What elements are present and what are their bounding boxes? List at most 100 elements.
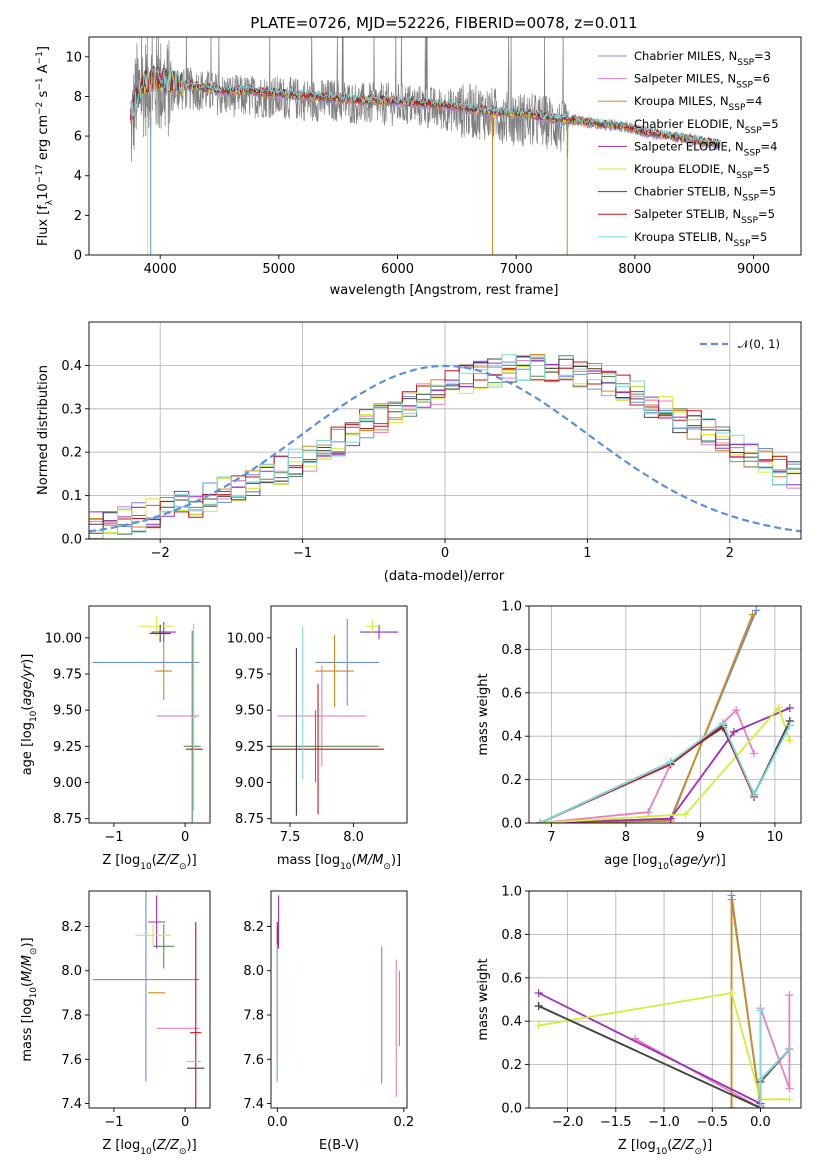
x-tick-label: −1 <box>293 546 312 561</box>
x-axis-label: wavelength [Angstrom, rest frame] <box>330 283 559 298</box>
weight-series-2 <box>540 614 754 823</box>
weight-marker <box>785 991 794 1000</box>
y-tick-label: 9.50 <box>235 704 264 719</box>
x-tick-label: 1 <box>583 546 591 561</box>
weight-marker <box>785 703 794 712</box>
x-tick-label: 7000 <box>500 262 533 277</box>
y-tick-label: 4 <box>74 169 82 184</box>
weight-vs-age-axes-marks <box>536 606 794 823</box>
mass-vs-z-axes-marks <box>92 891 205 1108</box>
histogram-axes: −2 −1 0 1 2 0.0 0.1 0.2 0.3 0.4 <box>61 321 802 561</box>
y-tick-label: 8.0 <box>61 964 82 979</box>
y-tick-label: 9.75 <box>235 667 264 682</box>
y-tick-label: 0.3 <box>61 402 82 417</box>
x-tick-label: 8.0 <box>343 830 364 845</box>
y-tick-label: 7.6 <box>243 1053 264 1068</box>
x-axis-label: Z [log10(Z/Z⊙)] <box>618 1138 712 1157</box>
x-tick-label: 10 <box>767 830 784 845</box>
data-spectrum <box>130 37 569 163</box>
spectrum-axes-marks <box>130 37 721 255</box>
y-tick-label: 9.00 <box>235 776 264 791</box>
weight-marker <box>750 790 759 799</box>
weight-marker <box>534 988 543 997</box>
y-tick-label: 0.4 <box>501 1015 522 1030</box>
mass-vs-ebv-axes: 0.0 0.2 7.4 7.6 7.8 8.0 8.2 <box>243 890 414 1130</box>
y-tick-label: 0.6 <box>501 686 522 701</box>
y-tick-label: 0.2 <box>61 446 82 461</box>
weight-marker <box>750 749 759 758</box>
x-tick-label: −1.5 <box>600 1115 632 1130</box>
x-tick-label: −1 <box>104 830 123 845</box>
weight-marker <box>756 1104 765 1108</box>
chart-title: PLATE=0726, MJD=52226, FIBERID=0078, z=0… <box>250 14 637 32</box>
y-tick-label: 1.0 <box>501 885 522 900</box>
y-tick-label: 1.0 <box>501 600 522 615</box>
weight-series-5 <box>540 706 791 823</box>
weight-marker <box>756 1006 765 1015</box>
x-tick-label: −0.5 <box>696 1115 728 1130</box>
x-axis-label: E(B-V) <box>319 1138 359 1153</box>
weight-series-0 <box>540 609 758 823</box>
weight-vs-z-axes-marks <box>534 891 794 1108</box>
axes-frame <box>88 36 802 256</box>
weight-marker <box>785 1084 794 1093</box>
x-axis-label: mass [log10(M/M⊙)] <box>277 853 401 872</box>
weight-marker <box>536 819 545 823</box>
weight-marker <box>644 808 653 817</box>
x-tick-label: −2.0 <box>552 1115 584 1130</box>
axes-frame <box>528 890 802 1109</box>
y-tick-label: 9.00 <box>53 776 82 791</box>
x-tick-label: 0 <box>441 546 449 561</box>
x-tick-label: −1 <box>104 1115 123 1130</box>
weight-marker <box>785 721 794 730</box>
weight-marker <box>727 988 736 997</box>
spectrum-axes: 4000 5000 6000 7000 8000 9000 0 2 4 6 8 10 <box>65 36 802 277</box>
y-tick-label: 8.75 <box>235 812 264 827</box>
weight-marker <box>785 736 794 745</box>
x-tick-label: 2 <box>726 546 734 561</box>
weight-marker <box>534 1002 543 1011</box>
y-tick-label: 8.75 <box>53 812 82 827</box>
weight-series-4 <box>540 707 791 823</box>
x-tick-label: 6000 <box>381 262 414 277</box>
legend-label: Chabrier STELIB, NSSP=5 <box>634 185 776 204</box>
y-tick-label: 0.8 <box>501 928 522 943</box>
x-tick-label: 0.0 <box>267 1115 288 1130</box>
x-axis-label: Z [log10(Z/Z⊙)] <box>102 1138 196 1157</box>
x-tick-label: 9 <box>696 830 704 845</box>
x-tick-label: −2 <box>151 546 170 561</box>
age-vs-mass-axes-marks <box>271 619 399 816</box>
age-vs-z-axes-marks <box>92 616 203 823</box>
y-tick-label: 7.4 <box>61 1097 82 1112</box>
axes-frame <box>528 605 802 824</box>
y-tick-label: 0.4 <box>61 359 82 374</box>
y-tick-label: 9.25 <box>235 740 264 755</box>
x-tick-label: 0.0 <box>750 1115 771 1130</box>
y-axis-label: mass weight <box>476 673 491 755</box>
y-tick-label: 8.2 <box>61 920 82 935</box>
x-tick-label: 7.5 <box>280 830 301 845</box>
age-vs-z-axes: −1 0 8.75 9.00 9.25 9.50 9.75 10.00 <box>45 605 211 845</box>
weight-marker <box>785 1095 794 1104</box>
y-tick-label: 7.8 <box>243 1009 264 1024</box>
y-tick-label: 0.1 <box>61 489 82 504</box>
mass-vs-z-axes: −1 0 7.4 7.6 7.8 8.0 8.2 <box>61 890 211 1130</box>
weight-vs-z-axes: −2.0 −1.5 −1.0 −0.5 0.0 0.0 0.2 0.4 0.6 0.8 1.0 <box>501 885 802 1130</box>
axes-frame <box>270 605 408 824</box>
weight-vs-age-axes: 7 8 9 10 0.0 0.2 0.4 0.6 0.8 1.0 <box>501 600 802 845</box>
weight-marker <box>666 758 675 767</box>
weight-series-2 <box>730 899 762 1108</box>
x-tick-label: 8000 <box>618 262 651 277</box>
x-tick-label: 0 <box>181 1115 189 1130</box>
y-tick-label: 7.4 <box>243 1097 264 1112</box>
y-tick-label: 9.25 <box>53 740 82 755</box>
y-tick-label: 7.8 <box>61 1009 82 1024</box>
y-tick-label: 10 <box>65 50 82 65</box>
mass-vs-ebv-axes-marks <box>276 895 400 1097</box>
y-tick-label: 6 <box>74 130 82 145</box>
x-tick-label: 0.2 <box>393 1115 414 1130</box>
x-axis-label: age [log10(age/yr)] <box>604 853 726 872</box>
weight-marker <box>774 703 783 712</box>
y-axis-label: Flux [fλ10−17 erg cm−2 s−1 A−1] <box>35 46 55 246</box>
